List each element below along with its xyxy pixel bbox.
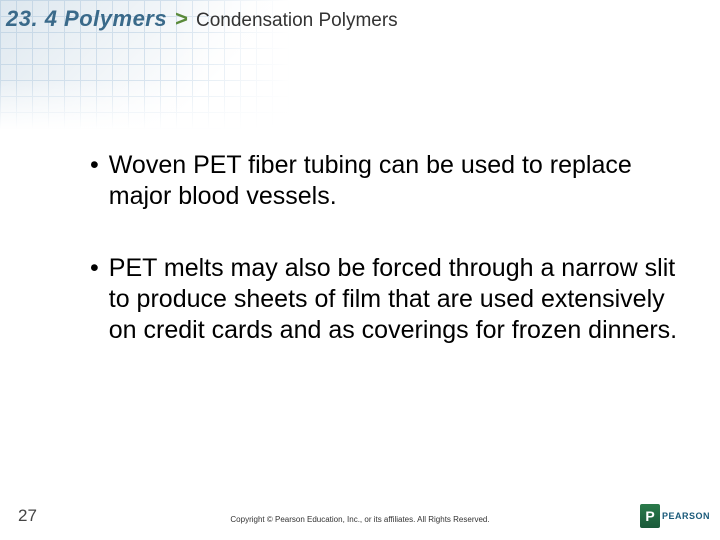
content-area: • Woven PET fiber tubing can be used to … xyxy=(90,150,680,386)
bullet-dot: • xyxy=(90,150,99,213)
bullet-item: • Woven PET fiber tubing can be used to … xyxy=(90,150,680,213)
header: 23. 4 Polymers > Condensation Polymers xyxy=(6,6,398,32)
logo-text: PEARSON xyxy=(662,511,710,521)
subtitle: Condensation Polymers xyxy=(196,10,398,32)
logo-mark: P xyxy=(640,504,660,528)
slide: 23. 4 Polymers > Condensation Polymers •… xyxy=(0,0,720,540)
bullet-item: • PET melts may also be forced through a… xyxy=(90,253,680,347)
bullet-dot: • xyxy=(90,253,99,347)
pearson-logo: P PEARSON xyxy=(640,504,710,528)
footer: 27 Copyright © Pearson Education, Inc., … xyxy=(0,504,720,532)
bullet-text: PET melts may also be forced through a n… xyxy=(109,253,680,347)
section-label: 23. 4 Polymers xyxy=(6,6,167,32)
breadcrumb-separator: > xyxy=(175,6,188,32)
bullet-text: Woven PET fiber tubing can be used to re… xyxy=(109,150,680,213)
page-number: 27 xyxy=(18,506,37,526)
copyright-text: Copyright © Pearson Education, Inc., or … xyxy=(230,515,489,524)
